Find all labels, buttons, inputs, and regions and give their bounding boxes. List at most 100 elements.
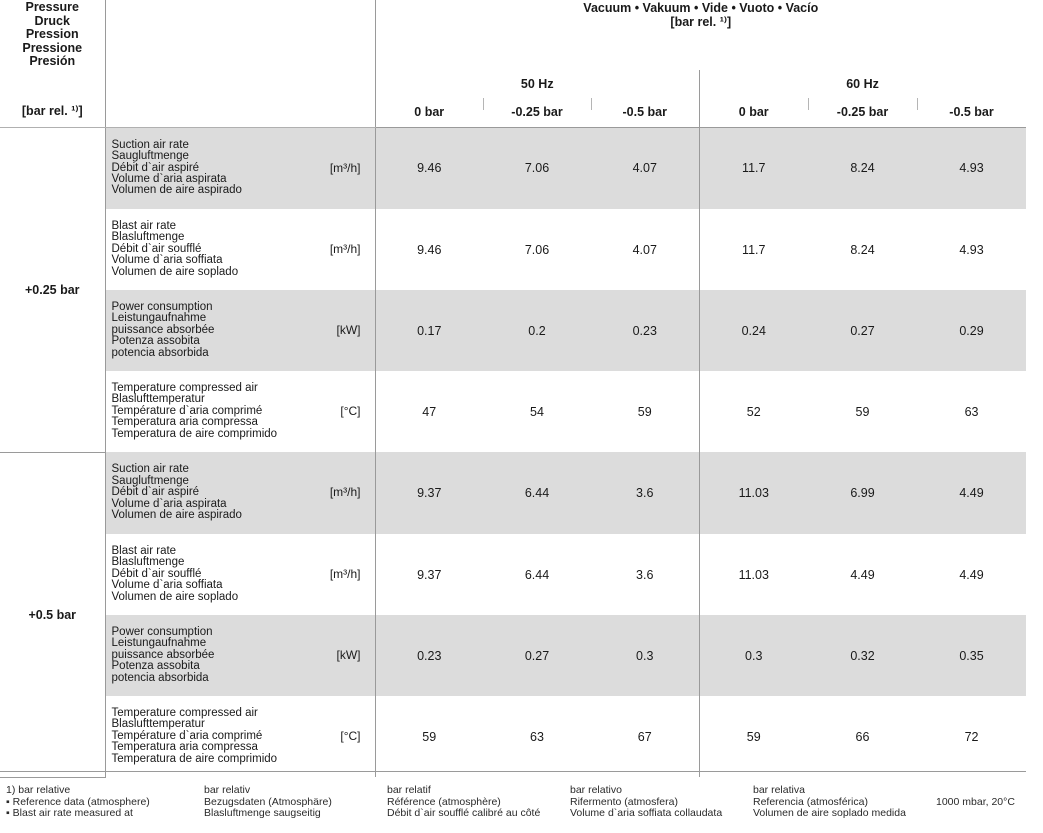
value-cell: 9.37 xyxy=(374,452,483,534)
parameter-label: Suction air rate Saugluftmenge Débit d`air… xyxy=(111,138,242,197)
footnote-line: Volumen de aire soplado medida xyxy=(753,807,906,819)
value-cell: 6.44 xyxy=(483,452,591,534)
column-header: -0.25 bar xyxy=(483,98,591,128)
footnote-line: bar relativo xyxy=(570,784,622,796)
table-bottom-rule xyxy=(0,771,1026,772)
parameter-label-line: Temperature compressed air xyxy=(111,706,258,719)
parameter-label-line: Blaslufttemperatur xyxy=(111,393,205,406)
parameter-unit: [kW] xyxy=(336,647,361,662)
parameter-label-line: Saugluftmenge xyxy=(111,474,189,487)
value-cell: 4.93 xyxy=(917,127,1027,209)
table-row: Temperature compressed air Blaslufttemper… xyxy=(0,696,1026,777)
column-header: 0 bar xyxy=(698,98,808,128)
parameter-label-line: Power consumption xyxy=(111,300,213,313)
footnote-col-it: bar relativo Rifermento (atmosfera) Volu… xyxy=(570,784,723,820)
parameter-label-line: Blast air rate xyxy=(111,219,177,232)
footnote-line: Volume d`aria soffiata collaudata xyxy=(570,807,723,819)
value-cell: 9.46 xyxy=(374,209,483,290)
value-cell: 63 xyxy=(964,404,979,419)
parameter-label: Suction air rate Saugluftmenge Débit d`air… xyxy=(111,463,242,522)
parameter-label-line: Temperatura de aire comprimido xyxy=(111,752,278,765)
parameter-label-line: Saugluftmenge xyxy=(111,150,189,163)
vacuum-header-title: Vacuum • Vakuum • Vide • Vuoto • Vacío xyxy=(583,1,819,15)
parameter-label-line: Temperatura aria compressa xyxy=(111,416,258,429)
footnote-line: 1) bar relative xyxy=(6,784,71,796)
parameter-label-line: Leistungaufnahme xyxy=(111,312,207,325)
value-cell: 0.32 xyxy=(808,615,917,696)
value-cell: 0.27 xyxy=(808,290,917,371)
column-header-label: -0.5 bar xyxy=(622,105,667,120)
value-cell: 8.24 xyxy=(808,127,917,209)
pressure-header-unit: [bar rel. ¹⁾] xyxy=(21,104,83,118)
column-header-label: -0.25 bar xyxy=(511,105,563,120)
footnote-line: bar relativ xyxy=(204,784,251,796)
parameter-label: Temperature compressed air Blaslufttemper… xyxy=(111,381,278,440)
parameter-label-line: Volumen de aire aspirado xyxy=(111,509,242,522)
column-header: 0 bar xyxy=(374,98,483,128)
value-cell: 0.2 xyxy=(483,290,591,371)
parameter-label-line: Débit d`air aspiré xyxy=(111,486,200,499)
parameter-cell: Power consumption Leistungaufnahme puissan… xyxy=(104,290,375,371)
parameter-cell: Suction air rate Saugluftmenge Débit d`air… xyxy=(104,452,375,534)
pressure-header-en: Pressure xyxy=(25,0,79,14)
parameter-label-line: Temperature compressed air xyxy=(111,381,258,394)
parameter-label-line: Blaslufttemperatur xyxy=(111,718,205,731)
value-cell: 0.23 xyxy=(591,290,699,371)
pressure-value: +0.25 bar xyxy=(0,127,105,453)
footnote-line: Referencia (atmosférica) xyxy=(753,795,868,808)
parameter-label-line: Potenza assobita xyxy=(111,335,200,348)
parameter-label-line: Température d`aria comprimé xyxy=(111,729,263,742)
parameter-label-line: Temperatura aria compressa xyxy=(111,741,258,754)
value-cell: 11.7 xyxy=(698,209,808,290)
spec-table: Pressure Druck Pression Pressione Presió… xyxy=(0,0,1027,778)
parameter-label-line: Débit d`air aspiré xyxy=(111,161,200,174)
value-cell: 0.35 xyxy=(917,615,1027,696)
parameter-label-line: Power consumption xyxy=(111,625,213,638)
footnote-col-es: bar relativa Referencia (atmosférica) Vo… xyxy=(753,784,906,820)
value-cell: 47 xyxy=(374,371,483,452)
parameter-label-line: Volumen de aire soplado xyxy=(111,590,239,603)
column-header: -0.5 bar xyxy=(591,98,699,128)
parameter-unit: [m³/h] xyxy=(329,485,361,500)
parameter-unit: [°C] xyxy=(340,728,361,743)
column-header-label: -0.25 bar xyxy=(836,105,889,120)
parameter-label-line: Suction air rate xyxy=(111,138,189,151)
pressure-header: Pressure Druck Pression Pressione Presió… xyxy=(0,0,105,128)
parameter-cell: Temperature compressed air Blaslufttemper… xyxy=(104,371,375,452)
value-cell: 59 xyxy=(698,696,808,777)
value-cell: 3.6 xyxy=(636,567,654,582)
value-cell: 54 xyxy=(530,404,544,419)
parameter-label-line: Volume d`aria soffiata xyxy=(111,254,223,267)
table-row: +0.5 bar Suction air rate Saugluftmenge Déb… xyxy=(0,452,1027,778)
value-cell: 0.17 xyxy=(374,290,483,371)
table-row: Blast air rate Blasluftmenge Débit d`air s… xyxy=(0,209,1026,290)
parameter-label-line: Blast air rate xyxy=(111,544,177,557)
parameter-label-line: Suction air rate xyxy=(111,463,189,476)
value-cell: 4.07 xyxy=(591,127,699,209)
parameter-label-line: Volume d`aria aspirata xyxy=(111,172,227,185)
value-cell: 59 xyxy=(374,696,483,777)
pressure-header-es: Presión xyxy=(29,54,76,68)
parameter-unit: [m³/h] xyxy=(329,566,361,581)
value-cell: 0.27 xyxy=(483,615,591,696)
parameter-label-line: puissance absorbée xyxy=(111,323,215,336)
table-row: Blast air rate Blasluftmenge Débit d`air s… xyxy=(0,534,1026,615)
value-cell: 11.03 xyxy=(698,534,808,615)
parameter-label: Power consumption Leistungaufnahme puissan… xyxy=(111,300,215,359)
table-row: +0.25 bar Suction air rate Saugluftmenge Dé… xyxy=(0,127,1027,453)
parameter-label-line: Volume d`aria soffiata xyxy=(111,579,223,592)
footnote-line: ​ xyxy=(936,785,1015,797)
value-cell: 4.93 xyxy=(959,242,984,257)
value-cell: 0.3 xyxy=(698,615,808,696)
parameter-label: Temperature compressed air Blaslufttemper… xyxy=(111,706,278,765)
pressure-value: +0.5 bar xyxy=(0,452,105,778)
freq-60hz: 60 Hz xyxy=(699,70,1026,98)
value-cell: 0.29 xyxy=(917,290,1027,371)
footnote-line: ▪ Reference data (atmosphere) xyxy=(6,795,150,808)
value-cell: 63 xyxy=(530,729,544,744)
parameter-cell: Power consumption Leistungaufnahme puissan… xyxy=(104,615,375,696)
value-cell: 3.6 xyxy=(591,452,699,534)
column-header: -0.5 bar xyxy=(917,98,1027,128)
value-cell: 8.24 xyxy=(850,242,875,257)
value-cell: 4.49 xyxy=(959,567,984,582)
